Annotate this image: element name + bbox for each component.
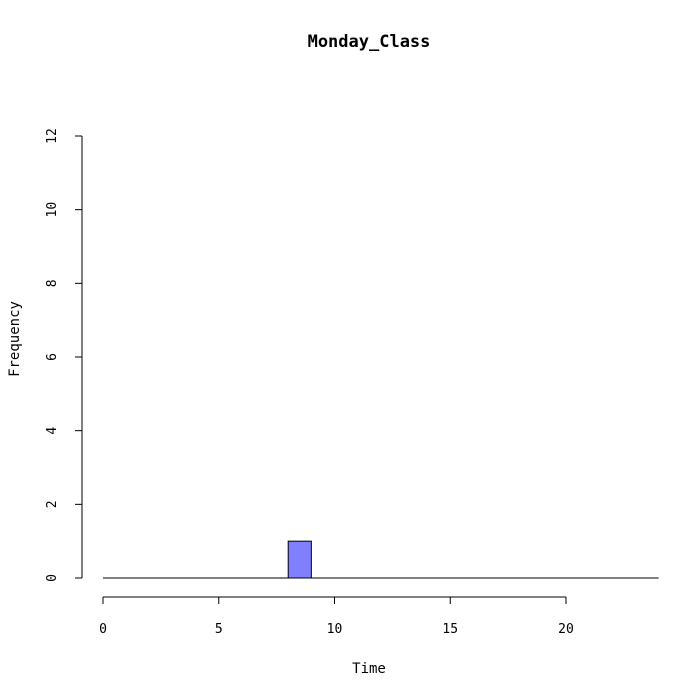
x-tick-label: 10 bbox=[327, 622, 343, 637]
y-axis-label: Frequency bbox=[7, 301, 23, 377]
x-tick-label: 20 bbox=[558, 622, 574, 637]
chart-title: Monday_Class bbox=[308, 32, 431, 52]
y-tick-label: 4 bbox=[45, 427, 60, 435]
x-axis-label: Time bbox=[352, 661, 386, 677]
y-tick-label: 8 bbox=[45, 279, 60, 287]
histogram-bar-8-9 bbox=[287, 540, 312, 579]
y-tick-label: 6 bbox=[45, 353, 60, 361]
y-tick-label: 12 bbox=[45, 128, 60, 144]
x-tick-label: 15 bbox=[442, 622, 458, 637]
x-tick-label: 0 bbox=[99, 622, 107, 637]
y-axis: 0 2 4 6 8 10 12 bbox=[45, 128, 83, 582]
x-axis: 0 5 10 15 20 bbox=[99, 596, 574, 637]
x-tick-label: 5 bbox=[215, 622, 223, 637]
y-tick-label: 10 bbox=[45, 202, 60, 218]
y-tick-label: 2 bbox=[45, 500, 60, 508]
y-tick-label: 0 bbox=[45, 574, 60, 582]
plot-area bbox=[103, 540, 659, 579]
